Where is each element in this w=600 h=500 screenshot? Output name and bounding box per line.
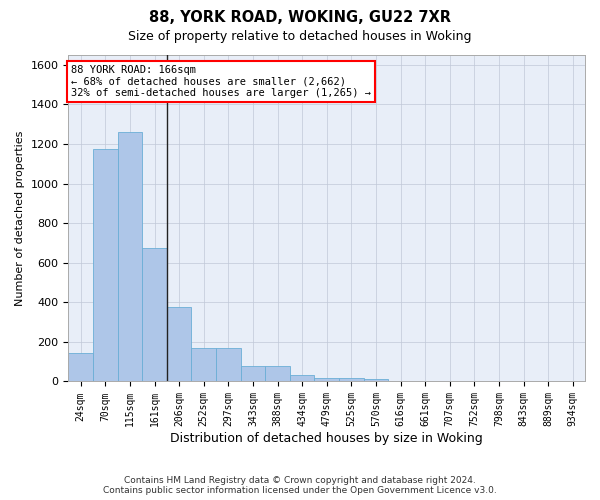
Bar	[191, 348, 216, 382]
Bar	[167, 308, 191, 382]
Text: 88 YORK ROAD: 166sqm
← 68% of detached houses are smaller (2,662)
32% of semi-de: 88 YORK ROAD: 166sqm ← 68% of detached h…	[71, 65, 371, 98]
Bar	[241, 366, 265, 382]
Bar	[142, 248, 167, 382]
Bar	[118, 132, 142, 382]
Bar	[93, 149, 118, 382]
Y-axis label: Number of detached properties: Number of detached properties	[15, 130, 25, 306]
Bar	[265, 366, 290, 382]
Bar	[216, 348, 241, 382]
Bar	[68, 353, 93, 382]
Text: 88, YORK ROAD, WOKING, GU22 7XR: 88, YORK ROAD, WOKING, GU22 7XR	[149, 10, 451, 25]
Text: Contains HM Land Registry data © Crown copyright and database right 2024.
Contai: Contains HM Land Registry data © Crown c…	[103, 476, 497, 495]
X-axis label: Distribution of detached houses by size in Woking: Distribution of detached houses by size …	[170, 432, 483, 445]
Bar	[364, 380, 388, 382]
Bar	[290, 374, 314, 382]
Bar	[339, 378, 364, 382]
Text: Size of property relative to detached houses in Woking: Size of property relative to detached ho…	[128, 30, 472, 43]
Bar	[314, 378, 339, 382]
